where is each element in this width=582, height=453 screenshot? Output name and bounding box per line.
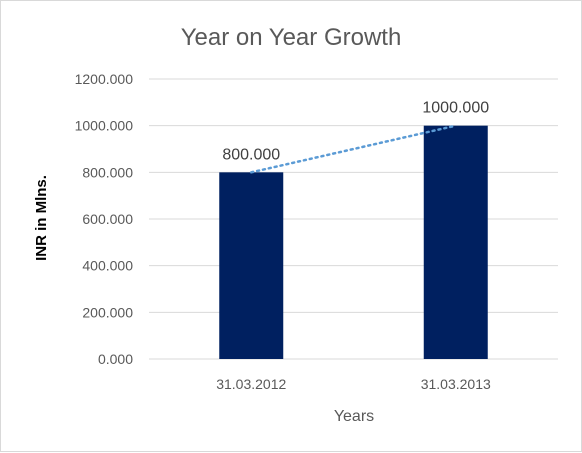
bar	[219, 172, 284, 359]
x-tick-label: 31.03.2013	[421, 376, 491, 392]
y-axis-title: INR in Mlns.	[33, 175, 50, 261]
y-axis-ticks: 0.000 200.000 400.000 600.000 800.000 1000.00…	[75, 71, 134, 367]
y-tick-label: 200.000	[82, 304, 133, 320]
bar	[423, 125, 488, 360]
x-axis-ticks: 31.03.2012 31.03.2013	[216, 376, 491, 392]
data-label: 800.000	[222, 146, 280, 163]
y-tick-label: 400.000	[82, 258, 133, 274]
y-tick-label: 600.000	[82, 211, 133, 227]
x-tick-label: 31.03.2012	[216, 376, 286, 392]
x-axis-title: Years	[334, 408, 374, 425]
data-label: 1000.000	[422, 100, 489, 117]
trendline-line	[250, 124, 457, 174]
y-tick-label: 1000.000	[75, 118, 134, 134]
y-tick-label: 1200.000	[75, 71, 134, 87]
data-labels: 800.000 1000.000	[222, 100, 489, 164]
gridlines	[149, 78, 558, 360]
y-tick-label: 0.000	[98, 351, 133, 367]
y-tick-label: 800.000	[82, 164, 133, 180]
bars	[219, 125, 488, 360]
chart-title: Year on Year Growth	[181, 24, 402, 51]
trendline	[250, 124, 457, 174]
